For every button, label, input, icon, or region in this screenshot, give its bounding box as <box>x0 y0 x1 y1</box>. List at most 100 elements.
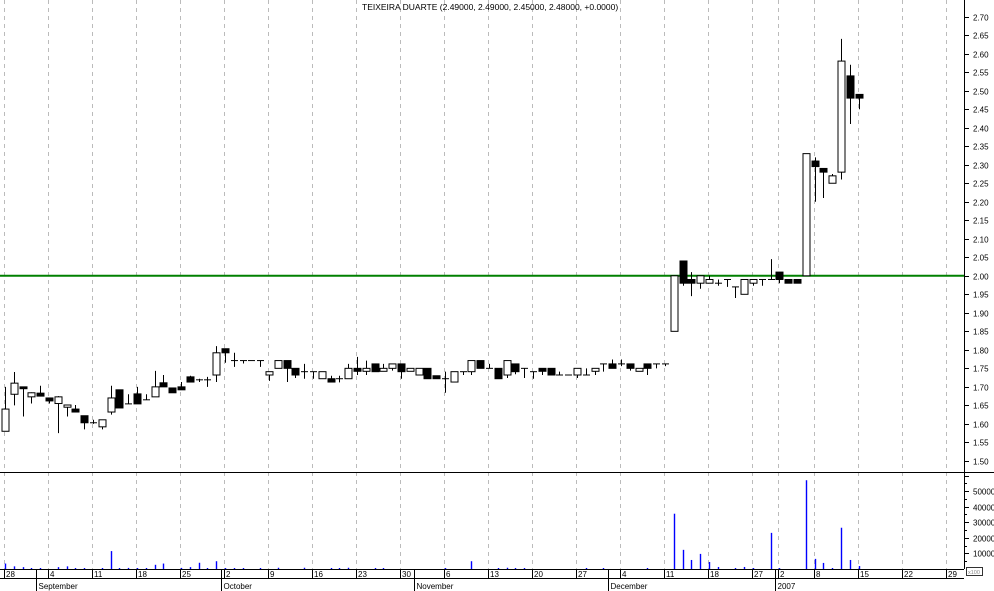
candle <box>591 367 600 376</box>
price-tick-label: 2.30 <box>973 162 989 171</box>
volume-tick-label: 40000 <box>973 504 994 513</box>
date-tick-label: 18 <box>138 570 147 579</box>
candle <box>212 346 221 383</box>
month-label: November <box>417 582 454 591</box>
candle <box>643 363 652 376</box>
candle-body <box>547 367 556 376</box>
date-tick-label: 28 <box>6 570 15 579</box>
candle-body <box>705 278 714 284</box>
date-tick-label: 8 <box>816 570 821 579</box>
candle <box>336 375 343 383</box>
candle-body <box>819 167 828 173</box>
candle-body <box>388 363 397 369</box>
candle <box>460 371 467 376</box>
candle-body <box>151 386 160 398</box>
candle <box>705 275 714 284</box>
date-tick-label: 16 <box>314 570 323 579</box>
candle <box>379 363 388 372</box>
candle <box>775 271 784 284</box>
candle <box>662 363 669 367</box>
candle <box>759 278 766 286</box>
candle-body <box>221 348 230 354</box>
grid-lines <box>4 0 947 569</box>
candle-body <box>855 93 864 99</box>
price-tick-label: 1.85 <box>973 328 989 337</box>
candle <box>327 375 336 383</box>
volume-tick-label: 20000 <box>973 535 994 544</box>
price-axis: 1.50 1.55 1.60 1.65 1.70 1.75 1.80 1.85 1.90 1.95… <box>964 14 989 467</box>
candle-body <box>696 275 705 284</box>
date-tick-label: 4 <box>50 570 55 579</box>
candle <box>231 352 238 367</box>
candle <box>125 394 132 405</box>
candle-body <box>10 382 19 395</box>
candle-body <box>159 382 168 388</box>
candle <box>19 386 28 417</box>
candle-body <box>775 271 784 280</box>
volume-tick-label: 30000 <box>973 519 994 528</box>
candle-body <box>679 260 688 284</box>
candle <box>538 367 547 376</box>
candle <box>283 360 292 383</box>
candle-body <box>107 397 116 413</box>
candle-body <box>450 371 459 383</box>
month-label: October <box>224 582 253 591</box>
date-tick-label: 6 <box>446 570 451 579</box>
candle-body <box>811 160 820 168</box>
candle <box>90 419 97 424</box>
price-tick-label: 1.90 <box>973 310 989 319</box>
price-tick-label: 2.10 <box>973 236 989 245</box>
candle-body <box>397 363 406 373</box>
candle-body <box>793 278 802 284</box>
date-tick-label: 9 <box>270 570 275 579</box>
candle-body <box>670 275 679 332</box>
candle <box>503 360 512 378</box>
candle <box>687 272 696 297</box>
candle <box>855 93 864 110</box>
date-tick-label: 2 <box>780 570 785 579</box>
candle-body <box>643 363 652 369</box>
candle <box>768 259 775 280</box>
month-label: December <box>611 582 648 591</box>
candle-body <box>432 375 441 380</box>
candle <box>115 389 124 409</box>
candle-body <box>749 278 758 284</box>
candle <box>36 385 45 397</box>
candle-body <box>608 363 617 369</box>
candle <box>397 363 406 379</box>
candle <box>749 278 758 286</box>
chart-frame <box>0 0 994 579</box>
date-tick-label: 18 <box>710 570 719 579</box>
price-tick-label: 2.25 <box>973 180 989 189</box>
price-tick-label: 2.05 <box>973 254 989 263</box>
candle <box>583 368 590 376</box>
candle <box>450 371 459 383</box>
price-tick-label: 1.75 <box>973 365 989 374</box>
candle-body <box>80 415 89 424</box>
candle <box>318 371 327 380</box>
candle <box>196 378 203 383</box>
candle-body <box>740 278 749 295</box>
candle-body <box>784 278 793 284</box>
candle <box>71 404 80 413</box>
price-tick-label: 1.65 <box>973 402 989 411</box>
candle-body <box>423 367 432 380</box>
candle <box>573 367 582 378</box>
candle-body <box>327 378 336 383</box>
candle-body <box>494 367 503 380</box>
candle-body <box>98 419 107 428</box>
candle-body <box>503 360 512 376</box>
candle-body <box>837 60 846 173</box>
price-tick-label: 2.55 <box>973 69 989 78</box>
candle-body <box>406 367 415 372</box>
price-tick-label: 2.35 <box>973 143 989 152</box>
candle-body <box>379 367 388 372</box>
candle <box>476 360 485 369</box>
candle <box>204 376 211 387</box>
candle-body <box>371 363 380 373</box>
candle <box>27 392 36 404</box>
candle-body <box>344 367 353 380</box>
candle-body <box>476 360 485 369</box>
candle-body <box>591 367 600 372</box>
candle <box>715 279 722 286</box>
